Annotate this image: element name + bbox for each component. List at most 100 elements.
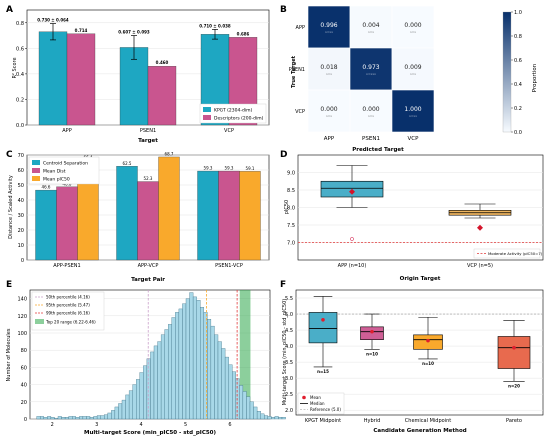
data-label: 0.607 ± 0.093	[118, 30, 150, 35]
mean-marker	[477, 224, 483, 231]
histogram-bar	[267, 416, 272, 420]
panel-a-xlabel: Target	[138, 138, 158, 144]
heatmap-cell	[391, 47, 435, 91]
y-tick-label: 4.5	[285, 328, 293, 334]
histogram-bar	[210, 325, 215, 420]
bar	[119, 47, 149, 126]
panel-c-letter: C	[6, 150, 13, 160]
legend-swatch	[203, 115, 211, 120]
histogram-bar	[57, 416, 62, 420]
legend-label: Descriptors (200-dim)	[214, 116, 264, 122]
x-tick-label: PSEN1	[140, 128, 156, 134]
bar	[116, 166, 138, 261]
legend-swatch	[32, 176, 40, 181]
histogram-bar	[214, 334, 219, 420]
legend-box	[473, 248, 541, 259]
legend-swatch	[203, 107, 211, 112]
histogram-bar	[104, 414, 108, 420]
data-label: 0.460	[156, 60, 169, 65]
data-label: 59.3	[225, 166, 234, 171]
histogram-bar	[157, 341, 162, 420]
histogram-bar	[260, 413, 265, 420]
histogram-bar	[239, 385, 244, 420]
y-tick-label: 40	[21, 383, 27, 389]
histogram-bar	[153, 345, 158, 420]
y-tick-label: 120	[17, 314, 27, 320]
panel-f: F 2.0 2.5 3.0 3.5 4.0 4.5 5.0 5.5 n=15 KPGT Midpo…	[280, 280, 544, 434]
cell-count: n=x	[326, 72, 332, 76]
cell-value: 0.004	[362, 22, 379, 29]
legend-box	[199, 103, 267, 124]
histogram-bar	[43, 417, 48, 420]
histogram-bar	[96, 415, 101, 420]
y-tick-label: 2.5	[285, 392, 293, 398]
panel-e-ylabel: Number of Molecules	[6, 328, 12, 381]
data-label: 52.3	[144, 176, 153, 181]
cell-count: n=x	[326, 114, 332, 118]
x-tick-label: APP-PSEN1	[53, 263, 80, 269]
histogram-bar	[185, 298, 190, 420]
legend-swatch	[302, 395, 306, 400]
legend-label: 50th percentile (4.16)	[46, 295, 90, 300]
bar	[35, 189, 57, 261]
cell-value: 1.000	[404, 106, 421, 113]
histogram-bar	[89, 417, 94, 420]
panel-a-marks: 0.0 0.2 0.4 0.6 0.8 APP 0.730 ± 0.064 0.714 PSEN…	[16, 18, 269, 134]
cell-value: 0.000	[404, 22, 421, 29]
histogram-bar	[264, 415, 268, 420]
histogram-bar	[232, 371, 236, 420]
histogram-bar	[246, 396, 251, 420]
x-tick-label: KPGT Midpoint	[305, 418, 341, 424]
histogram-bar	[175, 312, 180, 420]
y-tick-label: 2.0	[285, 408, 293, 414]
legend-label: 99th percentile (6.16)	[46, 311, 90, 316]
box	[308, 312, 338, 344]
y-tick-label: 8.0	[287, 206, 295, 212]
y-tick-label: 40	[18, 198, 24, 204]
data-label: 62.5	[123, 161, 132, 166]
y-tick-label: 0.8	[16, 21, 24, 27]
panel-f-ylabel: Multi-target Score (min_pIC50 - std_pIC5…	[282, 299, 288, 406]
histogram-bar	[114, 406, 119, 420]
legend-label: KPGT (2304-dim)	[214, 108, 252, 114]
row-label: APP	[296, 25, 305, 31]
cell-count: n=xx	[409, 114, 417, 118]
x-tick-label: Hybrid	[364, 418, 381, 424]
panel-b: B 0.996n=xx0.004n=x0.000n=xAPP0.018n=x0.…	[280, 5, 538, 153]
legend-label: 95th percentile (5.47)	[46, 303, 90, 308]
data-label: 0.714	[75, 28, 88, 33]
histogram-bar	[274, 416, 279, 420]
y-tick-label: 0.0	[16, 123, 24, 129]
panel-e-marks: 0 20 40 60 80 100 120 140 2 3 4 5 6 50th percentile (…	[17, 290, 286, 428]
x-tick-label: 2	[51, 422, 54, 428]
y-tick-label: 7.5	[287, 223, 295, 229]
y-tick-label: 7.0	[287, 241, 295, 247]
histogram-bar	[146, 358, 151, 420]
histogram-bar	[278, 417, 283, 420]
panel-f-letter: F	[280, 280, 286, 290]
bar	[197, 170, 219, 261]
histogram-bar	[86, 416, 91, 420]
data-label: 59.1	[246, 166, 255, 171]
cell-value: 0.996	[320, 22, 337, 29]
panel-e-letter: E	[6, 280, 12, 290]
histogram-bar	[79, 416, 84, 420]
x-tick-label: APP	[62, 128, 71, 134]
x-tick-label: Chemical Midpoint	[405, 418, 451, 424]
histogram-bar	[54, 417, 59, 420]
cell-count: n=xx	[325, 30, 333, 34]
legend-box	[28, 156, 100, 185]
panel-a-letter: A	[6, 5, 13, 15]
col-label: VCP	[408, 136, 420, 142]
cell-count: n=x	[410, 72, 416, 76]
panel-c-ylabel: Distance / Scaled Activity	[8, 175, 14, 239]
heatmap-cell	[349, 47, 393, 91]
colorbar-tick-label: 0.6	[514, 58, 522, 64]
outlier	[350, 237, 354, 241]
histogram-bar	[171, 317, 176, 420]
legend-label: Reference (5.0)	[310, 407, 341, 412]
y-tick-label: 30	[18, 213, 24, 219]
histogram-bar	[143, 365, 148, 420]
x-tick-label: VCP	[224, 128, 234, 134]
legend-label: Top 20 range (6.22-6.46)	[45, 320, 96, 325]
